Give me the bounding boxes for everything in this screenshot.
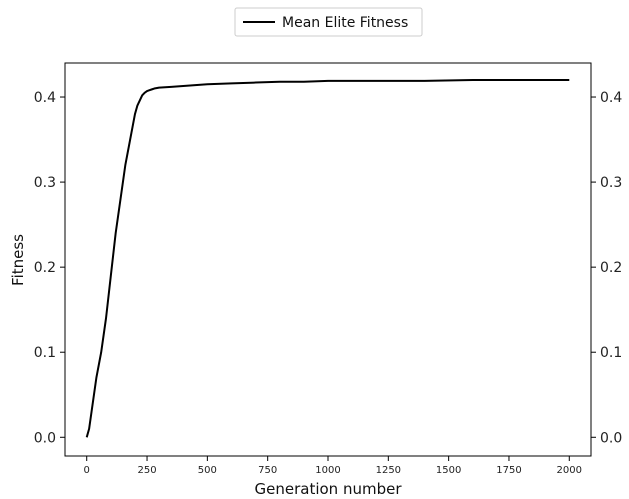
- y-tick-label-left: 0.0: [34, 430, 56, 446]
- y-tick-label-left: 0.4: [34, 90, 56, 106]
- y-tick-label-left: 0.3: [34, 175, 56, 191]
- x-axis-ticks: 0 250 500 750 1000 1250 1500 1750 2000: [84, 456, 582, 476]
- y-axis-label: Fitness: [9, 234, 27, 286]
- y-tick-label-left: 0.1: [34, 345, 56, 361]
- y-tick-label-right: 0.1: [600, 345, 622, 361]
- y-tick-label-right: 0.3: [600, 175, 622, 191]
- y-axis-left-ticks: 0.0 0.1 0.2 0.3 0.4: [34, 90, 65, 446]
- y-axis-right-ticks: 0.0 0.1 0.2 0.3 0.4: [591, 90, 622, 446]
- y-tick-label-left: 0.2: [34, 260, 56, 276]
- x-tick-label: 1500: [436, 465, 461, 476]
- legend-entry-label: Mean Elite Fitness: [282, 15, 408, 31]
- x-axis-label: Generation number: [255, 480, 403, 498]
- x-tick-label: 2000: [557, 465, 582, 476]
- y-tick-label-right: 0.4: [600, 90, 622, 106]
- series-line-mean-elite-fitness: [85, 79, 570, 438]
- x-tick-label: 1750: [496, 465, 521, 476]
- x-tick-label: 750: [258, 465, 277, 476]
- x-tick-label: 500: [198, 465, 217, 476]
- x-tick-label: 1250: [376, 465, 401, 476]
- plot-area-frame: [64, 62, 592, 457]
- y-tick-label-right: 0.0: [600, 430, 622, 446]
- y-tick-label-right: 0.2: [600, 260, 622, 276]
- x-tick-label: 1000: [315, 465, 340, 476]
- legend: Mean Elite Fitness: [234, 7, 423, 37]
- x-tick-label: 0: [84, 465, 90, 476]
- legend-frame: [234, 7, 423, 37]
- x-tick-label: 250: [137, 465, 156, 476]
